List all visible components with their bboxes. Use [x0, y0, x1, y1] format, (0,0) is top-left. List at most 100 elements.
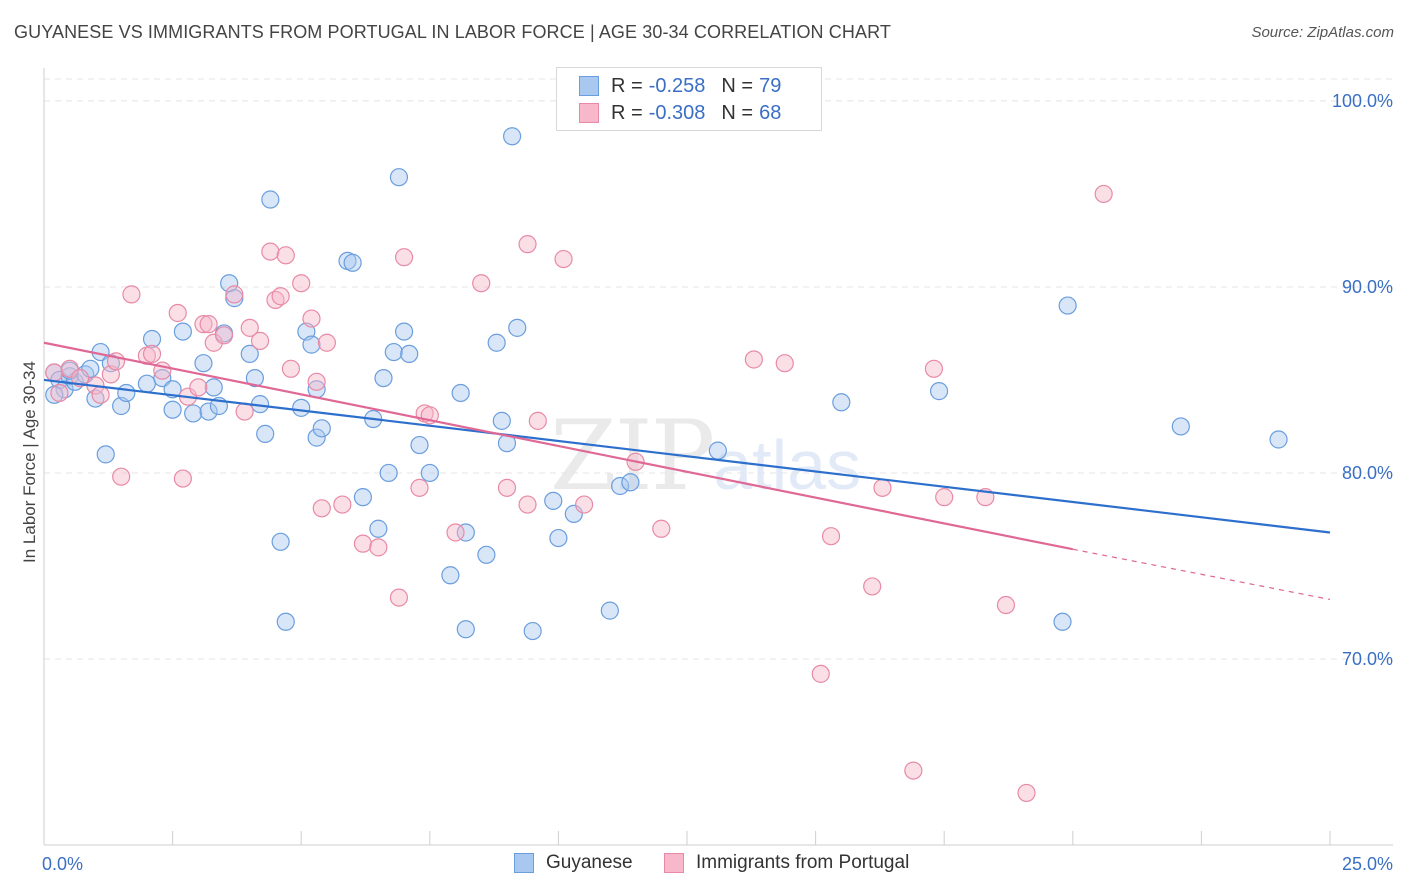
portugal-point	[472, 274, 491, 293]
guyanese-point	[96, 445, 115, 464]
guyanese-point	[492, 411, 511, 430]
guyanese-point	[271, 532, 290, 551]
guyanese-point	[389, 168, 409, 187]
portugal-point	[353, 534, 373, 553]
legend-swatch-guyanese	[514, 853, 534, 873]
chart-title: GUYANESE VS IMMIGRANTS FROM PORTUGAL IN …	[14, 22, 891, 42]
portugal-point	[554, 249, 573, 269]
guyanese-point	[312, 419, 331, 438]
portugal-point	[250, 331, 270, 350]
guyanese-point	[240, 344, 259, 364]
guyanese-point	[343, 253, 362, 272]
portugal-point	[333, 495, 352, 514]
guyanese-point	[173, 322, 192, 341]
guyanese-point	[292, 398, 311, 417]
guyanese-point	[544, 491, 563, 510]
legend-item-portugal[interactable]: Immigrants from Portugal	[664, 852, 909, 874]
portugal-point	[410, 478, 429, 497]
portugal-point	[821, 527, 841, 546]
portugal-point	[996, 595, 1016, 615]
legend-swatch-blue	[579, 76, 599, 96]
legend-n-value: 68	[759, 101, 782, 124]
legend-r-value: -0.308	[648, 101, 706, 124]
stats-legend: R = -0.258 N = 79 R = -0.308 N = 68	[556, 67, 822, 131]
guyanese-point	[400, 344, 419, 364]
guyanese-point	[353, 488, 373, 507]
guyanese-point	[137, 374, 156, 393]
portugal-point	[261, 242, 280, 261]
portugal-point	[122, 285, 141, 304]
portugal-point	[292, 274, 311, 293]
portugal-point	[214, 326, 234, 345]
portugal-point	[518, 235, 537, 254]
guyanese-point	[153, 368, 172, 388]
legend-item-guyanese[interactable]: Guyanese	[514, 852, 633, 874]
legend-r-label: R =	[611, 74, 643, 97]
legend-row-guyanese: R = -0.258 N = 79	[579, 73, 797, 99]
portugal-point	[240, 318, 259, 337]
portugal-point	[45, 363, 64, 382]
legend-n-label: N =	[721, 101, 754, 124]
x-tick-label: 25.0%	[1342, 854, 1393, 874]
portugal-point	[271, 287, 290, 306]
portugal-point	[389, 588, 409, 607]
guyanese-point	[184, 404, 203, 423]
portugal-point	[173, 469, 192, 488]
guyanese-point	[564, 504, 583, 523]
portugal-point	[168, 303, 187, 323]
guyanese-point	[477, 545, 496, 564]
guyanese-point	[456, 523, 475, 542]
guyanese-point	[163, 400, 182, 419]
guyanese-point	[276, 612, 295, 631]
portugal-point	[50, 383, 69, 403]
guyanese-point	[384, 342, 403, 362]
guyanese-point	[163, 380, 182, 399]
guyanese-point	[302, 335, 321, 354]
portugal-point	[811, 664, 830, 683]
guyanese-point	[117, 383, 136, 403]
legend-n-value: 79	[759, 74, 782, 97]
x-tick-label: 0.0%	[42, 854, 83, 874]
guyanese-point	[199, 402, 218, 421]
guyanese-point	[929, 382, 949, 401]
y-tick-label: 70.0%	[1342, 649, 1393, 669]
guyanese-point	[832, 393, 851, 412]
guyanese-point	[420, 463, 439, 483]
portugal-point	[873, 478, 892, 497]
portugal-point	[775, 354, 794, 373]
portugal-point	[575, 495, 594, 514]
portugal-point	[497, 478, 517, 497]
portugal-point	[235, 402, 254, 421]
portugal-point	[518, 495, 537, 514]
watermark: ZIPatlas	[550, 400, 861, 512]
portugal-point	[302, 309, 321, 328]
portugal-point	[91, 385, 110, 404]
portugal-point	[312, 499, 331, 518]
legend-row-portugal: R = -0.308 N = 68	[579, 100, 797, 126]
guyanese-point	[487, 333, 506, 352]
guyanese-point	[374, 368, 393, 388]
guyanese-point	[81, 359, 100, 378]
legend-r-value: -0.258	[648, 74, 706, 97]
portugal-point	[652, 519, 671, 538]
guyanese-point	[503, 127, 522, 146]
legend-label-guyanese: Guyanese	[546, 852, 633, 873]
y-tick-label: 90.0%	[1342, 277, 1393, 297]
guyanese-trend-line	[43, 378, 1331, 534]
legend-label-portugal: Immigrants from Portugal	[696, 852, 910, 873]
portugal-point	[528, 411, 547, 430]
guyanese-point	[394, 322, 414, 341]
portugal-point	[394, 248, 414, 267]
guyanese-point	[611, 476, 630, 496]
portugal-point	[935, 488, 954, 507]
portugal-point	[863, 577, 882, 596]
portugal-point	[317, 333, 337, 352]
guyanese-point	[379, 463, 398, 483]
portugal-point	[924, 359, 944, 378]
portugal-point	[369, 538, 388, 557]
legend-n-label: N =	[721, 74, 754, 97]
guyanese-point	[600, 601, 619, 620]
y-tick-label: 80.0%	[1342, 463, 1393, 483]
guyanese-point	[245, 368, 265, 388]
